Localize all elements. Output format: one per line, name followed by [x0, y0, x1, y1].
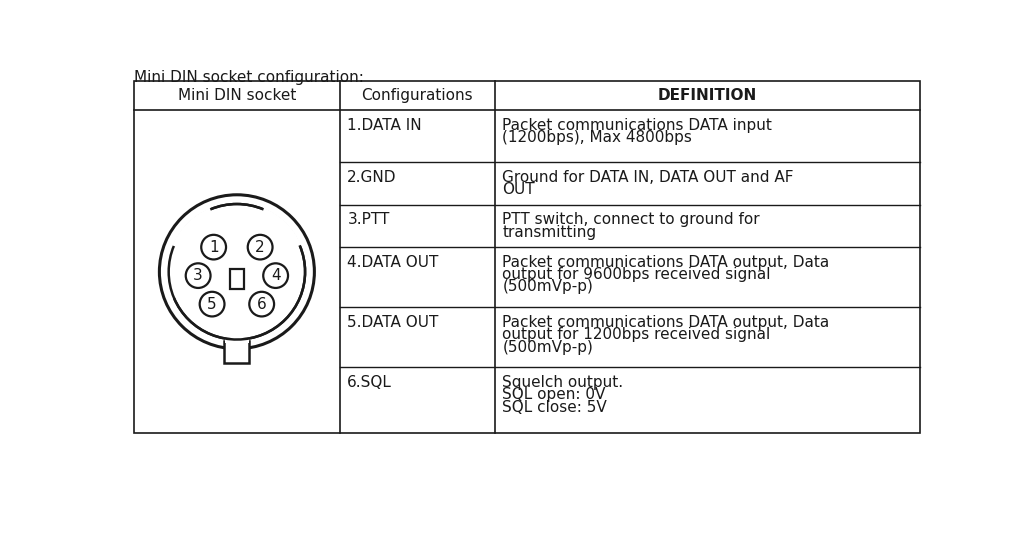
- Text: 1.DATA IN: 1.DATA IN: [347, 118, 422, 133]
- Circle shape: [185, 263, 211, 288]
- Text: SQL close: 5V: SQL close: 5V: [503, 400, 607, 415]
- Text: Mini DIN socket: Mini DIN socket: [178, 88, 296, 103]
- Text: 3: 3: [194, 268, 203, 283]
- Text: DEFINITION: DEFINITION: [657, 88, 757, 103]
- Text: (1200bps), Max 4800bps: (1200bps), Max 4800bps: [503, 130, 692, 145]
- Bar: [225, 338, 249, 343]
- Text: OUT: OUT: [503, 182, 535, 198]
- Bar: [224, 341, 249, 363]
- Text: Squelch output.: Squelch output.: [503, 375, 624, 390]
- Text: Packet communications DATA output, Data: Packet communications DATA output, Data: [503, 315, 829, 330]
- Text: 6: 6: [257, 297, 266, 311]
- Text: Ground for DATA IN, DATA OUT and AF: Ground for DATA IN, DATA OUT and AF: [503, 170, 794, 185]
- Circle shape: [160, 195, 314, 349]
- Text: Configurations: Configurations: [361, 88, 473, 103]
- Text: PTT switch, connect to ground for: PTT switch, connect to ground for: [503, 213, 760, 228]
- Bar: [230, 270, 244, 290]
- Text: 2.GND: 2.GND: [347, 170, 397, 185]
- Bar: [134, 81, 920, 434]
- Text: 4.DATA OUT: 4.DATA OUT: [347, 255, 438, 270]
- Text: Packet communications DATA output, Data: Packet communications DATA output, Data: [503, 255, 829, 270]
- Circle shape: [263, 263, 288, 288]
- Circle shape: [200, 292, 224, 316]
- Text: transmitting: transmitting: [503, 225, 596, 240]
- Text: 5: 5: [207, 297, 217, 311]
- Text: 6.SQL: 6.SQL: [347, 375, 392, 390]
- Circle shape: [249, 292, 274, 316]
- Text: 1: 1: [209, 239, 218, 254]
- Text: SQL open: 0V: SQL open: 0V: [503, 387, 606, 402]
- Circle shape: [248, 235, 272, 259]
- Text: 4: 4: [270, 268, 281, 283]
- Wedge shape: [260, 208, 301, 249]
- Text: 2: 2: [255, 239, 265, 254]
- Text: Packet communications DATA input: Packet communications DATA input: [503, 118, 772, 133]
- Text: (500mVp-p): (500mVp-p): [503, 339, 593, 354]
- Text: 5.DATA OUT: 5.DATA OUT: [347, 315, 438, 330]
- Circle shape: [169, 204, 305, 339]
- Text: (500mVp-p): (500mVp-p): [503, 280, 593, 295]
- Text: output for 9600bps received signal: output for 9600bps received signal: [503, 267, 771, 282]
- Text: output for 1200bps received signal: output for 1200bps received signal: [503, 327, 771, 342]
- Wedge shape: [173, 208, 214, 249]
- Text: 3.PTT: 3.PTT: [347, 213, 390, 228]
- Text: Mini DIN socket configuration:: Mini DIN socket configuration:: [134, 70, 365, 85]
- Circle shape: [202, 235, 226, 259]
